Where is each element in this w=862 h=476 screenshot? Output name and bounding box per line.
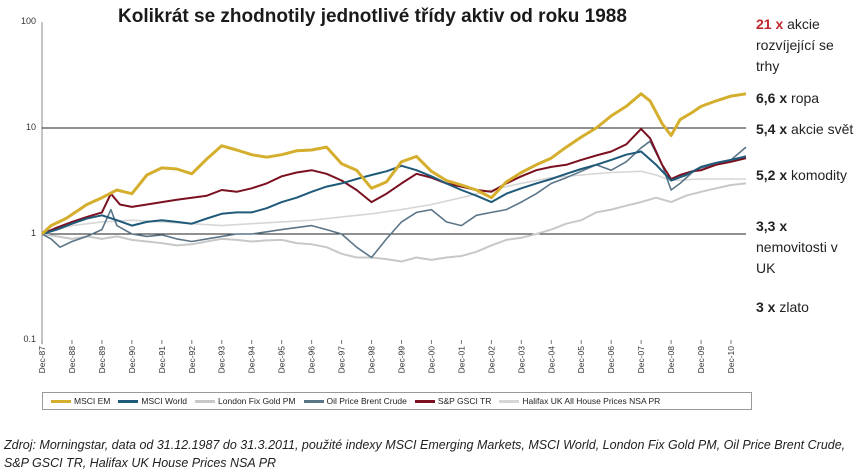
x-tick-label: Dec-90 <box>127 346 137 374</box>
x-tick-label: Dec-94 <box>247 346 257 374</box>
right-label-5: 3,3 x nemovitosti v UK <box>756 216 860 279</box>
chart-title: Kolikrát se zhodnotily jednotlivé třídy … <box>118 6 627 27</box>
series-line-oil-price-brent-crude <box>41 140 747 259</box>
right-label-text: ropa <box>791 90 820 106</box>
x-tick-label: Dec-06 <box>606 346 616 374</box>
series-line-london-fix-gold-pm <box>41 182 747 263</box>
x-tick-label: Dec-96 <box>307 346 317 374</box>
legend-item: Halifax UK All House Prices NSA PR <box>499 396 660 406</box>
right-label-value: 6,6 x <box>756 90 788 106</box>
x-tick-label: Dec-93 <box>217 346 227 374</box>
right-label-value: 5,2 x <box>756 167 788 183</box>
right-label-text: zlato <box>779 299 809 315</box>
right-label-6: 3 x zlato <box>756 297 860 318</box>
right-label-value: 21 x <box>756 16 784 32</box>
legend-label: S&P GSCI TR <box>437 396 492 406</box>
right-label-value: 3 x <box>756 299 776 315</box>
x-tick-label: Dec-01 <box>456 346 466 374</box>
right-label-value: 5,4 x <box>756 121 788 137</box>
right-label-4: 5,2 x komodity <box>756 165 860 186</box>
legend-swatch <box>118 399 139 403</box>
legend-item: London Fix Gold PM <box>195 396 296 406</box>
x-tick-label: Dec-08 <box>666 346 676 374</box>
x-tick-label: Dec-03 <box>516 346 526 374</box>
chart-legend: MSCI EM MSCI World London Fix Gold PM Oil P… <box>42 392 752 410</box>
x-tick-label: Dec-89 <box>97 346 107 374</box>
legend-swatch <box>414 399 435 403</box>
right-label-text: komodity <box>791 167 848 183</box>
x-tick-label: Dec-02 <box>486 346 496 374</box>
series-line-msci-em <box>40 92 747 236</box>
right-label-text: akcie rozvíjející se trhy <box>756 16 834 74</box>
legend-label: Oil Price Brent Crude <box>326 396 407 406</box>
x-tick-label: Dec-91 <box>157 346 167 374</box>
right-label-value: 3,3 x <box>756 218 788 234</box>
y-tick-label: 0.1 <box>23 334 36 344</box>
legend-item: S&P GSCI TR <box>414 396 492 406</box>
right-label-text: akcie svět <box>791 121 854 137</box>
right-label-text: nemovitosti v UK <box>756 239 838 276</box>
legend-label: MSCI World <box>141 396 188 406</box>
x-tick-label: Dec-97 <box>337 346 347 374</box>
x-tick-label: Dec-09 <box>696 346 706 374</box>
y-tick-label: 100 <box>20 16 36 26</box>
legend-swatch <box>303 399 324 403</box>
legend-label: Halifax UK All House Prices NSA PR <box>522 396 661 406</box>
legend-label: MSCI EM <box>74 396 111 406</box>
legend-item: Oil Price Brent Crude <box>303 396 407 406</box>
x-tick-label: Dec-00 <box>426 346 436 374</box>
legend-item: MSCI World <box>118 396 187 406</box>
x-tick-label: Dec-99 <box>396 346 406 374</box>
source-note: Zdroj: Morningstar, data od 31.12.1987 d… <box>4 438 846 470</box>
right-label-3: 5,4 x akcie svět <box>756 119 860 140</box>
series-line-s-p-gsci-tr <box>41 127 747 235</box>
x-tick-label: Dec-98 <box>367 346 377 374</box>
y-tick-label: 10 <box>25 122 36 132</box>
y-tick-label: 1 <box>30 228 36 238</box>
x-tick-label: Dec-07 <box>636 346 646 374</box>
x-tick-label: Dec-05 <box>576 346 586 374</box>
series-line-msci-world <box>41 150 747 235</box>
right-label-2: 6,6 x ropa <box>756 88 860 109</box>
x-tick-label: Dec-88 <box>67 346 77 374</box>
x-tick-label: Dec-10 <box>726 346 736 374</box>
x-tick-label: Dec-04 <box>546 346 556 374</box>
legend-swatch <box>195 399 216 403</box>
x-tick-label: Dec-92 <box>187 346 197 374</box>
legend-item: MSCI EM <box>51 396 110 406</box>
x-tick-label: Dec-87 <box>37 346 47 374</box>
legend-label: London Fix Gold PM <box>218 396 296 406</box>
x-tick-label: Dec-95 <box>277 346 287 374</box>
legend-swatch <box>499 399 520 403</box>
right-label-1: 21 x akcie rozvíjející se trhy <box>756 14 860 77</box>
legend-swatch <box>51 399 71 403</box>
